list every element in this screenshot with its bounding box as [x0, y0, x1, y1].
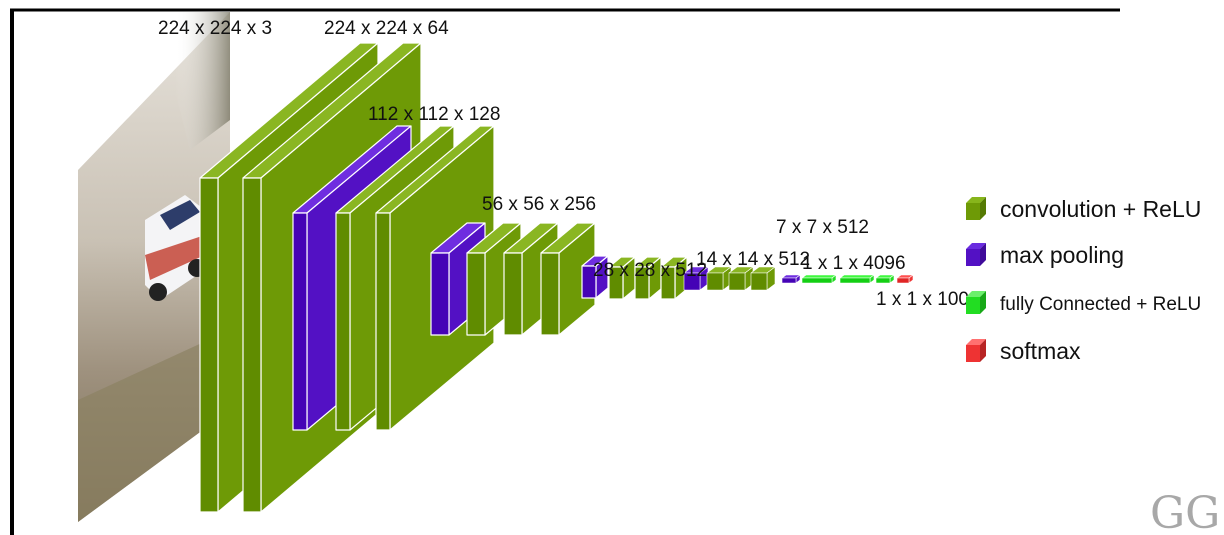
pool5-block	[781, 274, 801, 284]
legend-item-softmax: softmax	[966, 338, 1081, 364]
pool3-block	[581, 255, 609, 299]
light-green-cube-icon	[966, 291, 986, 314]
legend-item-max-pooling: max pooling	[966, 242, 1124, 268]
label-conv3-dims: 56 x 56 x 256	[482, 194, 596, 215]
label-conv4-dims: 28 x 28 x 512	[593, 260, 707, 281]
label-pool5-dims: 7 x 7 x 512	[776, 217, 869, 238]
legend-item-convolution: convolution + ReLU	[966, 196, 1201, 222]
legend: convolution + ReLU max pooling fully Con…	[966, 196, 1201, 364]
red-cube-icon	[966, 339, 986, 362]
green-cube-icon	[966, 197, 986, 220]
legend-label-fully-connected: fully Connected + ReLU	[1000, 294, 1201, 315]
label-conv5-dims: 14 x 14 x 512	[696, 249, 810, 270]
legend-item-fully-connected: fully Connected + ReLU	[966, 291, 1201, 315]
purple-cube-icon	[966, 243, 986, 266]
conv5-2-block	[728, 266, 754, 291]
softmax-block	[896, 274, 914, 284]
conv5-1-block	[706, 266, 732, 291]
legend-label-softmax: softmax	[1000, 338, 1081, 364]
label-conv2-dims: 112 x 112 x 128	[368, 104, 500, 125]
fc1-block	[801, 274, 837, 284]
label-output-dims: 1 x 1 x 1000	[876, 289, 980, 310]
network-layers	[199, 42, 914, 513]
legend-label-max-pooling: max pooling	[1000, 242, 1124, 268]
conv3-3-block	[540, 222, 596, 336]
conv5-3-block	[750, 266, 776, 291]
label-input-dims: 224 x 224 x 3	[158, 18, 272, 39]
label-fc-dims: 1 x 1 x 4096	[802, 253, 906, 274]
fc2-block	[839, 274, 875, 284]
fc3-block	[875, 274, 895, 284]
conv4-1-block	[608, 256, 636, 300]
legend-label-convolution: convolution + ReLU	[1000, 196, 1201, 222]
conv4-3-block	[660, 256, 688, 300]
pool4-block	[683, 266, 709, 291]
label-conv1-dims: 224 x 224 x 64	[324, 18, 449, 39]
geeksforgeeks-logo: GG	[1150, 488, 1220, 535]
